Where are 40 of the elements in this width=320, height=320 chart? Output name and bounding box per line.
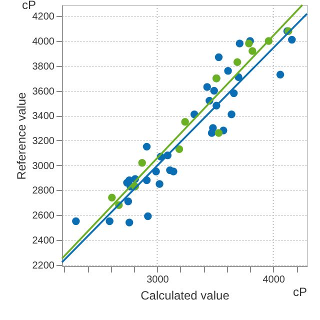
y-tick-label: 3800 [32, 61, 55, 72]
point [233, 58, 242, 66]
y-tick-label: 2800 [32, 186, 55, 197]
point [208, 129, 216, 137]
point [156, 180, 164, 188]
point [228, 110, 236, 118]
point [214, 129, 223, 137]
point [108, 194, 116, 202]
y-tick-label: 3600 [32, 86, 55, 98]
point [142, 142, 151, 151]
y-tick-label: 2200 [32, 260, 55, 272]
x-axis-title: Calculated value [140, 288, 230, 302]
point [214, 53, 223, 62]
y-tick-label: 3400 [32, 111, 55, 122]
point [224, 67, 232, 75]
point [125, 218, 134, 226]
y-tick-label: 4200 [32, 12, 55, 23]
text: cP [293, 285, 308, 299]
y-tick-label: 2400 [32, 235, 55, 246]
y-tick-label: 2600 [32, 210, 55, 222]
point [106, 217, 114, 226]
point [248, 47, 256, 55]
point [210, 86, 218, 95]
point [203, 83, 212, 91]
point [124, 198, 132, 206]
point [236, 40, 244, 48]
point [175, 145, 184, 154]
y-tick-label: 3000 [32, 160, 55, 172]
y-tick-label: 4000 [32, 36, 55, 48]
point [181, 118, 189, 126]
point [245, 40, 253, 48]
point [72, 217, 80, 226]
y-tick-label: 3200 [32, 136, 55, 147]
point [288, 36, 296, 44]
point [170, 168, 178, 176]
y-axis-title: Reference value [14, 92, 28, 180]
text: cP [22, 0, 36, 12]
point [138, 158, 146, 167]
point [144, 212, 152, 220]
point [276, 70, 284, 78]
